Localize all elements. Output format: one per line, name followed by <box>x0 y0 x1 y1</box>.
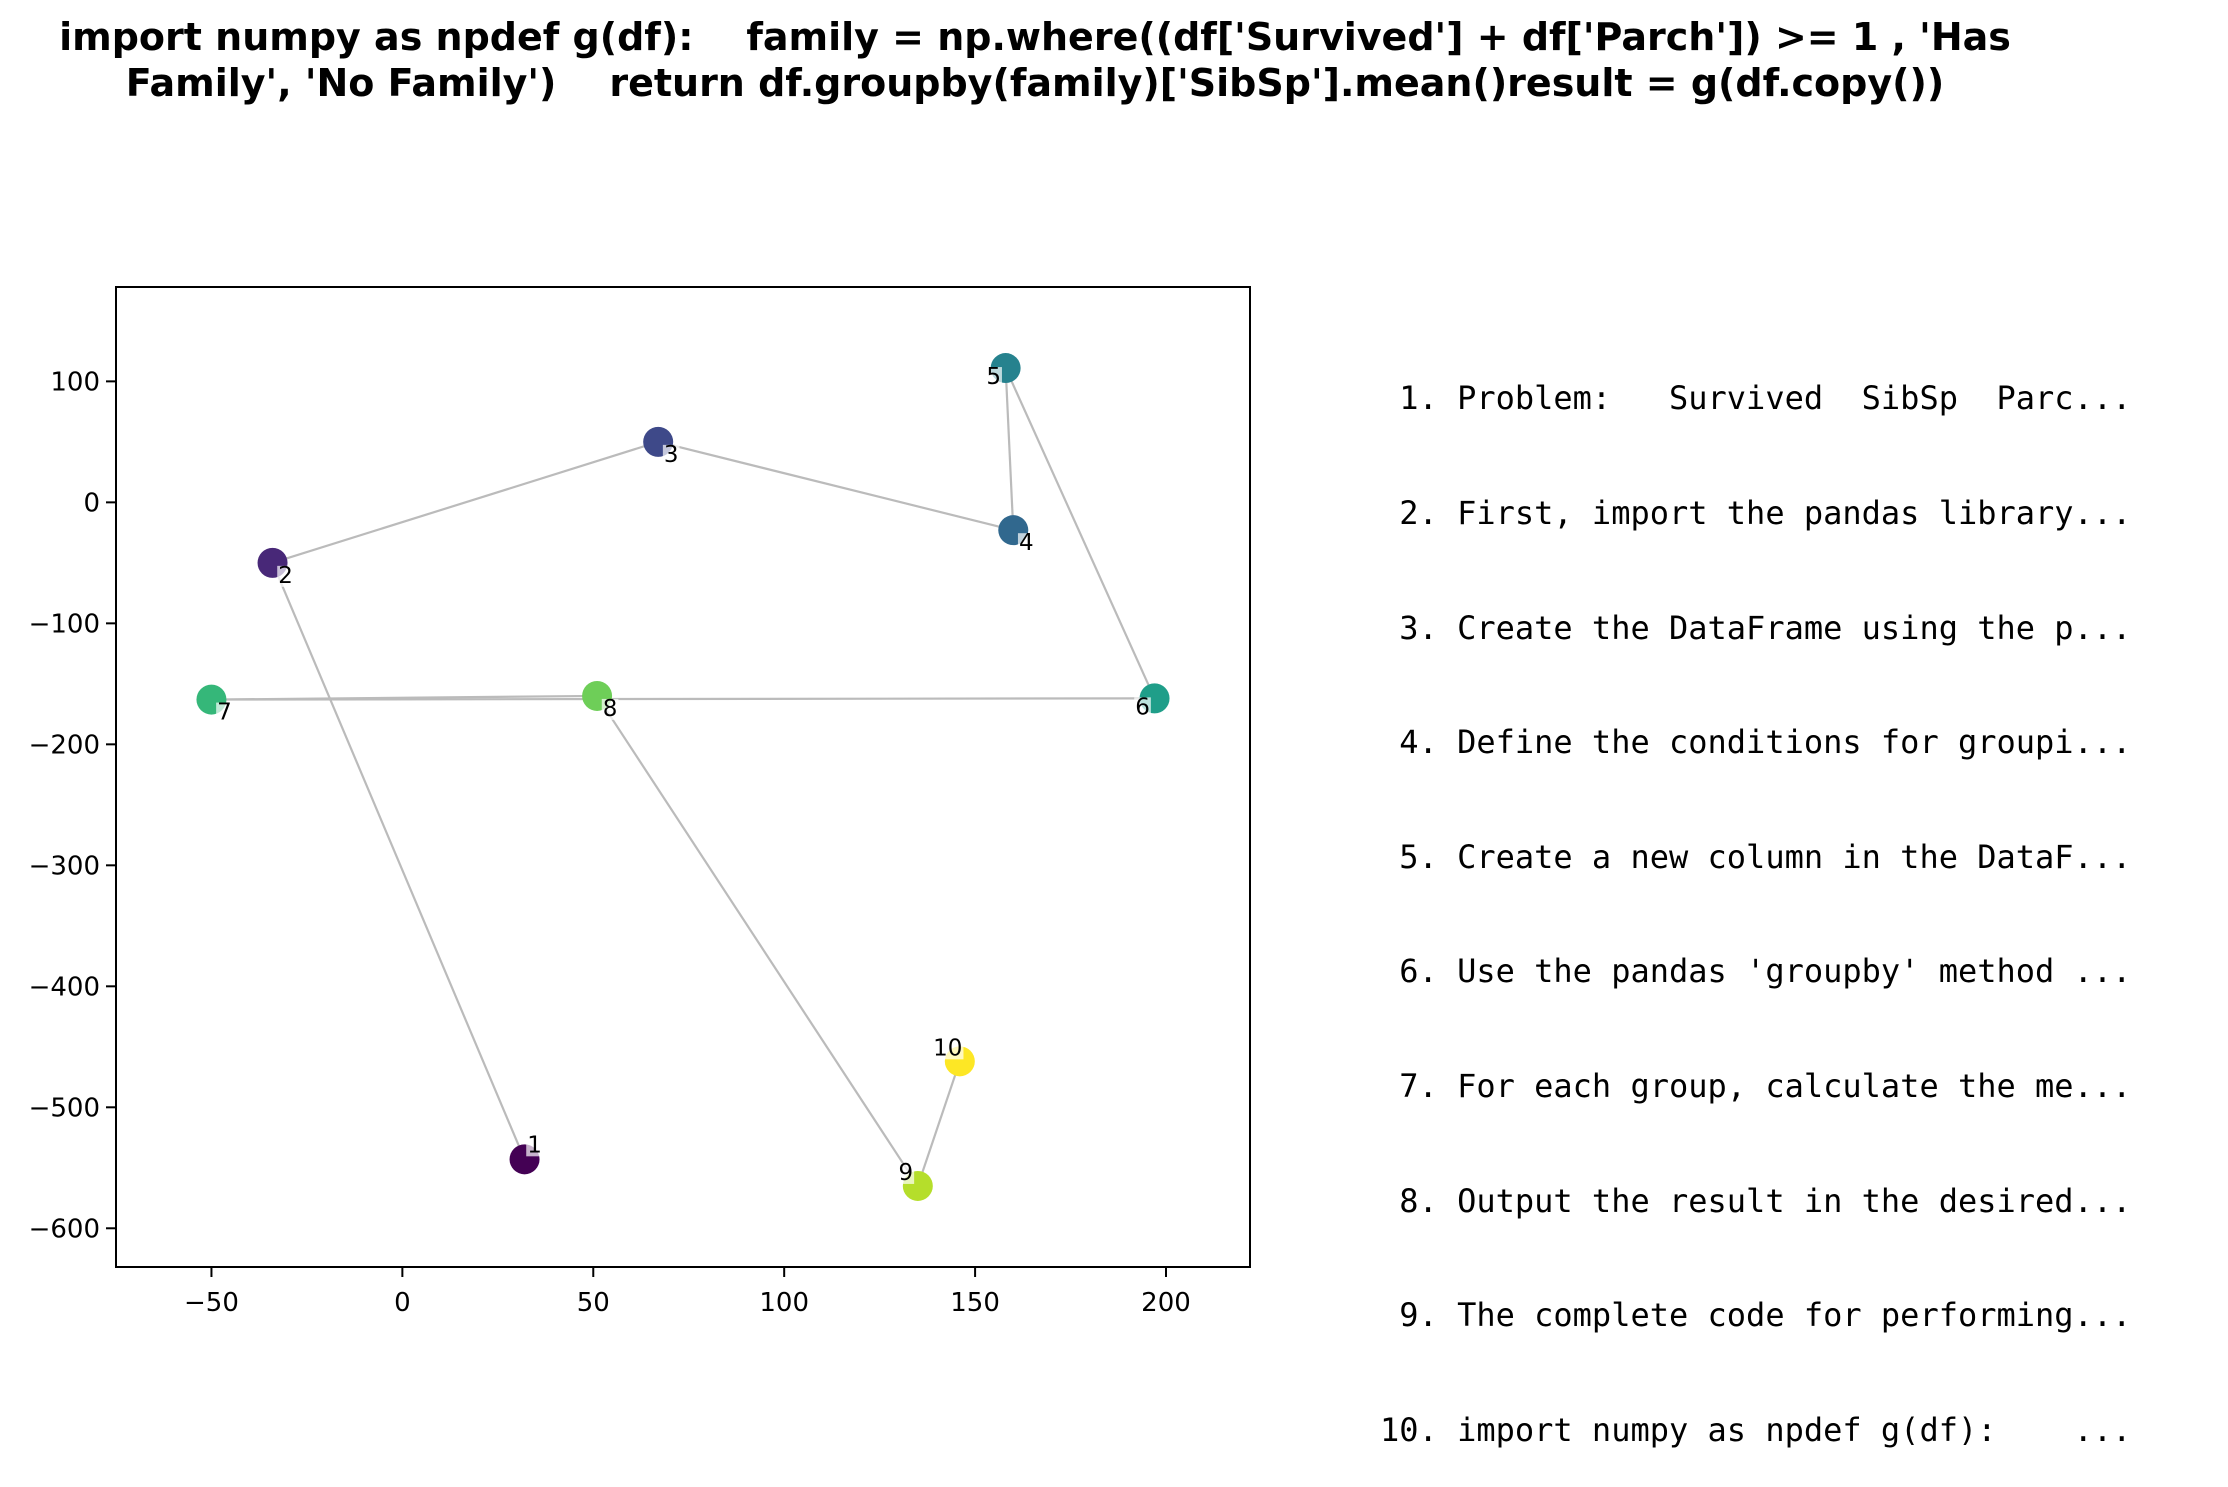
y-tick-label: −400 <box>29 972 100 1002</box>
steps-list: 1. Problem: Survived SibSp Parc... 2. Fi… <box>1380 303 2131 1487</box>
x-axis: −50 0 50 100 150 200 <box>184 1267 1191 1318</box>
point-label: 10 <box>933 1035 962 1061</box>
y-tick-label: 100 <box>50 367 100 397</box>
y-tick-label: −500 <box>29 1093 100 1123</box>
step-item-10: 10. import numpy as npdef g(df): ... <box>1380 1410 2132 1449</box>
connector-line <box>211 694 598 701</box>
point-labels: 1 2 3 4 5 6 7 8 9 10 <box>216 364 1151 1186</box>
connector-line <box>271 562 526 1160</box>
connector-lines <box>211 367 1156 1187</box>
y-tick-label: −300 <box>29 851 100 881</box>
x-tick-label: 100 <box>759 1288 809 1318</box>
step-item-3: 3. Create the DataFrame using the p... <box>1380 608 2132 647</box>
step-item-6: 6. Use the pandas 'groupby' method ... <box>1380 952 2132 991</box>
step-item-2: 2. First, import the pandas library... <box>1380 494 2132 533</box>
y-tick-label: −200 <box>29 730 100 760</box>
y-tick-label: −600 <box>29 1214 100 1244</box>
connector-line <box>272 440 659 564</box>
x-tick-label: 50 <box>577 1288 610 1318</box>
y-axis: 100 0 −100 −200 −300 −400 −500 −600 <box>29 367 116 1244</box>
point-label: 9 <box>898 1160 913 1186</box>
plot-frame <box>115 286 1251 1268</box>
step-item-5: 5. Create a new column in the DataF... <box>1380 837 2132 876</box>
title-line-1: import numpy as npdef g(df): family = np… <box>59 15 2011 59</box>
connector-line <box>1004 367 1156 699</box>
point-label-background <box>277 565 294 587</box>
point-label: 3 <box>664 442 679 468</box>
point-label-background <box>1017 533 1035 555</box>
point-label: 5 <box>986 364 1001 390</box>
point-label-background <box>932 1038 964 1060</box>
point-label-background <box>662 444 680 466</box>
title-line-2: Family', 'No Family') return df.groupby(… <box>125 61 1945 105</box>
y-tick-label: −100 <box>29 609 100 639</box>
step-item-4: 4. Define the conditions for groupi... <box>1380 723 2132 762</box>
connector-line <box>211 697 1155 701</box>
connector-line <box>916 1060 961 1187</box>
connector-line <box>657 440 1014 532</box>
y-tick-label: 0 <box>83 488 100 518</box>
step-item-9: 9. The complete code for performing... <box>1380 1296 2132 1335</box>
step-item-8: 8. Output the result in the desired... <box>1380 1181 2132 1220</box>
x-tick-label: 0 <box>394 1288 411 1318</box>
x-tick-label: 200 <box>1141 1288 1191 1318</box>
chart-title: import numpy as npdef g(df): family = np… <box>0 14 2070 106</box>
step-item-7: 7. For each group, calculate the me... <box>1380 1067 2132 1106</box>
point-label: 1 <box>527 1132 542 1158</box>
point-label: 4 <box>1019 530 1034 556</box>
connector-line <box>596 695 919 1187</box>
point-label-background <box>985 367 1002 389</box>
data-points <box>196 353 1170 1201</box>
point-label-background <box>526 1135 543 1157</box>
x-tick-label: −50 <box>184 1288 239 1318</box>
point-label-background <box>1134 697 1151 719</box>
point-label: 8 <box>603 696 618 722</box>
point-label-background <box>897 1162 915 1184</box>
point-label: 6 <box>1135 694 1150 720</box>
point-label-background <box>601 698 619 720</box>
point-label-background <box>216 702 233 724</box>
x-tick-label: 150 <box>950 1288 1000 1318</box>
point-label: 2 <box>278 563 293 589</box>
point-label: 7 <box>217 700 232 726</box>
connector-line <box>1004 368 1015 531</box>
step-item-1: 1. Problem: Survived SibSp Parc... <box>1380 379 2132 418</box>
